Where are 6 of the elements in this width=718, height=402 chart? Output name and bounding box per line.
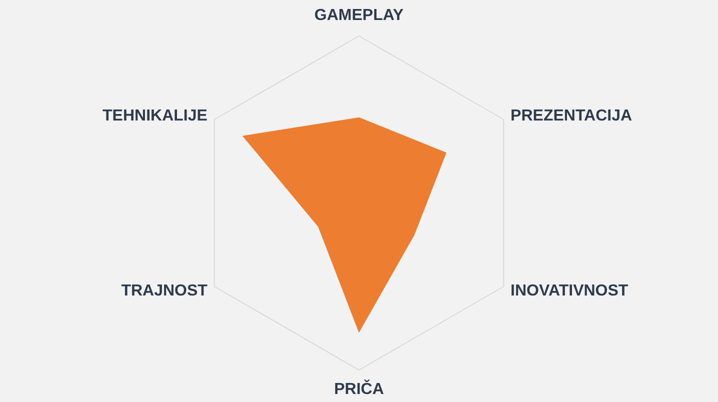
- spoke-label: GAMEPLAY: [314, 7, 404, 24]
- spoke-label: INOVATIVNOST: [510, 282, 628, 300]
- spoke-label: PREZENTACIJA: [510, 108, 632, 124]
- spoke-label: TRAJNOST: [121, 282, 208, 300]
- spoke-label: TEHNIKALIJE: [102, 108, 208, 124]
- spoke-label: PRIČA: [334, 379, 384, 398]
